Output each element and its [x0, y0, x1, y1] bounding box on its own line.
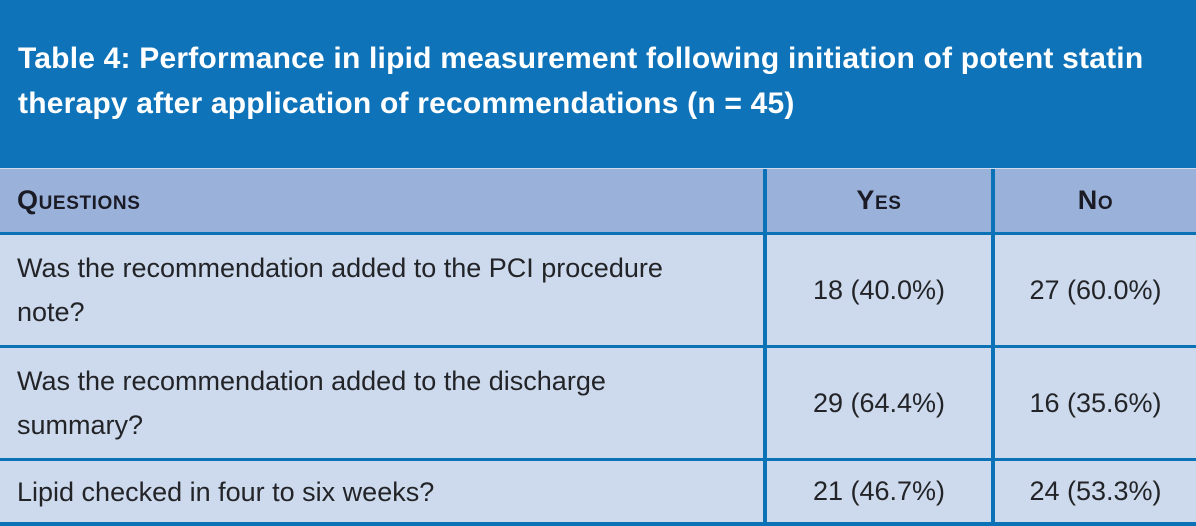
no-value-cell: 27 (60.0%): [991, 235, 1196, 345]
question-cell: Lipid checked in four to six weeks?: [17, 476, 435, 507]
question-cell: Was the recommendation added to the PCI …: [17, 253, 663, 327]
question-cell: Was the recommendation added to the disc…: [17, 366, 606, 440]
column-header-no: No: [991, 169, 1196, 232]
yes-value-cell: 18 (40.0%): [763, 235, 991, 345]
yes-value-cell: 29 (64.4%): [763, 348, 991, 458]
no-value-cell: 16 (35.6%): [991, 348, 1196, 458]
table-title: Table 4: Performance in lipid measuremen…: [18, 42, 1144, 120]
yes-value-cell: 21 (46.7%): [763, 461, 991, 522]
no-value-cell: 24 (53.3%): [991, 461, 1196, 522]
table-header-row: Questions Yes No: [0, 168, 1196, 235]
table-title-bar: Table 4: Performance in lipid measuremen…: [0, 0, 1196, 168]
table-row: Lipid checked in four to six weeks? 21 (…: [0, 461, 1196, 522]
table-row: Was the recommendation added to the disc…: [0, 348, 1196, 461]
bottom-border-strip: [0, 522, 1196, 526]
column-header-questions: Questions: [17, 185, 141, 215]
column-header-yes: Yes: [763, 169, 991, 232]
table-row: Was the recommendation added to the PCI …: [0, 235, 1196, 348]
